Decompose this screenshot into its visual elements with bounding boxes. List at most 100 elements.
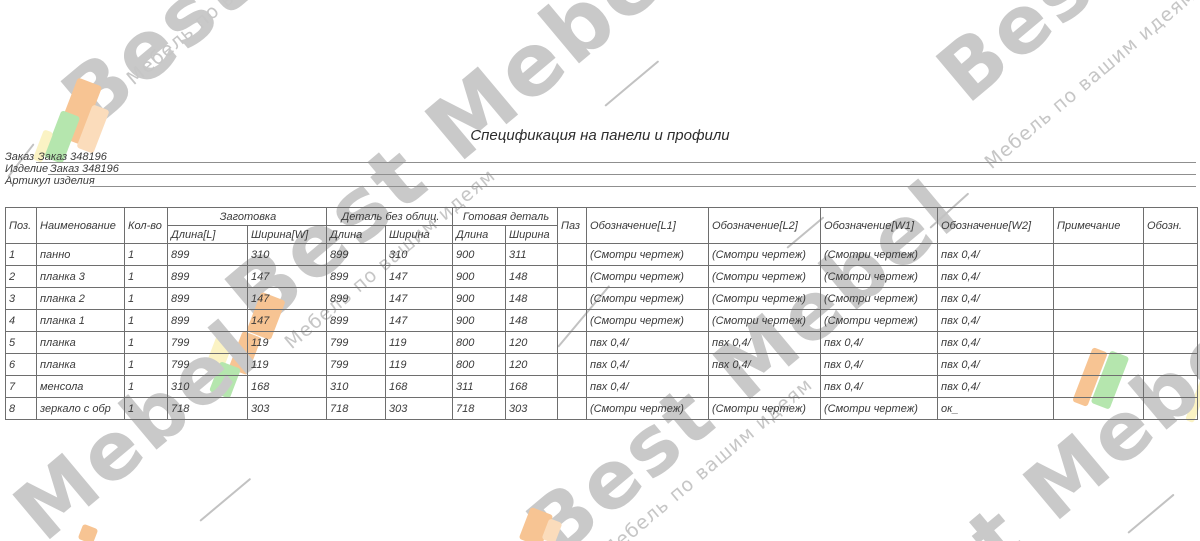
cell-obozn bbox=[1143, 397, 1199, 420]
cell-paz bbox=[557, 397, 588, 420]
cell-zag-len: 799 bbox=[167, 331, 248, 354]
header-det-len: Длина bbox=[326, 225, 386, 244]
cell-got-wid: 168 bbox=[504, 375, 559, 398]
article-label: Артикул изделия bbox=[5, 175, 95, 187]
cell-det-wid: 147 bbox=[385, 287, 453, 310]
header-name: Наименование bbox=[36, 207, 125, 244]
cell-pos: 2 bbox=[5, 265, 37, 288]
cell-obozn bbox=[1143, 243, 1199, 266]
cell-det-wid: 119 bbox=[385, 331, 453, 354]
cell-zag-wid: 168 bbox=[247, 375, 327, 398]
cell-zag-len: 799 bbox=[167, 353, 248, 376]
table-row: 8 зеркало с обр 1 718 303 718 303 718 303 (Смотри… bbox=[5, 397, 1199, 420]
cell-pos: 4 bbox=[5, 309, 37, 332]
cell-pos: 8 bbox=[5, 397, 37, 420]
cell-name: менсола bbox=[36, 375, 125, 398]
cell-w2: пвх 0,4/ bbox=[937, 331, 1055, 354]
cell-got-len: 718 bbox=[452, 397, 506, 420]
specification-table: Поз. Наименование Кол-во Заготовка Детал… bbox=[5, 207, 1199, 420]
header-got-len: Длина bbox=[452, 225, 506, 244]
order-value: Заказ 348196 bbox=[38, 151, 107, 163]
cell-w2: ок_ bbox=[937, 397, 1055, 420]
cell-got-len: 900 bbox=[452, 309, 506, 332]
header-got-wid: Ширина bbox=[504, 225, 559, 244]
cell-got-len: 311 bbox=[452, 375, 506, 398]
cell-w1: (Смотри чертеж) bbox=[820, 265, 939, 288]
cell-obozn bbox=[1143, 331, 1199, 354]
cell-l1: (Смотри чертеж) bbox=[586, 265, 710, 288]
cell-det-len: 310 bbox=[326, 375, 386, 398]
cell-w1: (Смотри чертеж) bbox=[820, 287, 939, 310]
cell-name: панно bbox=[36, 243, 125, 266]
cell-pos: 5 bbox=[5, 331, 37, 354]
cell-w2: пвх 0,4/ bbox=[937, 309, 1055, 332]
cell-name: планка 3 bbox=[36, 265, 125, 288]
cell-name: планка 1 bbox=[36, 309, 125, 332]
cell-zag-len: 718 bbox=[167, 397, 248, 420]
cell-paz bbox=[557, 243, 588, 266]
cell-got-wid: 148 bbox=[504, 309, 559, 332]
cell-l2: (Смотри чертеж) bbox=[708, 265, 822, 288]
cell-note bbox=[1053, 265, 1145, 288]
cell-w1: пвх 0,4/ bbox=[820, 353, 939, 376]
cell-zag-wid: 147 bbox=[247, 309, 327, 332]
form-underline bbox=[48, 174, 1196, 175]
header-w2: Обозначение[W2] bbox=[937, 207, 1055, 244]
header-w1: Обозначение[W1] bbox=[820, 207, 939, 244]
table-row: 3 планка 2 1 899 147 899 147 900 148 (Смотри черт… bbox=[5, 287, 1199, 310]
cell-zag-wid: 147 bbox=[247, 265, 327, 288]
form-underline bbox=[90, 186, 1196, 187]
cell-l2: (Смотри чертеж) bbox=[708, 309, 822, 332]
cell-det-wid: 303 bbox=[385, 397, 453, 420]
cell-paz bbox=[557, 287, 588, 310]
cell-got-len: 800 bbox=[452, 353, 506, 376]
header-paz: Паз bbox=[557, 207, 588, 244]
cell-det-len: 899 bbox=[326, 287, 386, 310]
cell-paz bbox=[557, 375, 588, 398]
header-zag-len: Длина[L] bbox=[167, 225, 248, 244]
cell-name: планка bbox=[36, 331, 125, 354]
cell-zag-len: 899 bbox=[167, 287, 248, 310]
header-l2: Обозначение[L2] bbox=[708, 207, 822, 244]
cell-l1: (Смотри чертеж) bbox=[586, 243, 710, 266]
cell-pos: 3 bbox=[5, 287, 37, 310]
cell-got-wid: 148 bbox=[504, 265, 559, 288]
cell-w2: пвх 0,4/ bbox=[937, 287, 1055, 310]
cell-l1: (Смотри чертеж) bbox=[586, 397, 710, 420]
cell-got-wid: 303 bbox=[504, 397, 559, 420]
cell-l2 bbox=[708, 375, 822, 398]
cell-qty: 1 bbox=[124, 287, 168, 310]
cell-w1: (Смотри чертеж) bbox=[820, 397, 939, 420]
cell-got-len: 800 bbox=[452, 331, 506, 354]
cell-obozn bbox=[1143, 265, 1199, 288]
cell-zag-wid: 303 bbox=[247, 397, 327, 420]
cell-l1: пвх 0,4/ bbox=[586, 353, 710, 376]
cell-note bbox=[1053, 353, 1145, 376]
cell-zag-wid: 147 bbox=[247, 287, 327, 310]
cell-det-len: 899 bbox=[326, 309, 386, 332]
cell-obozn bbox=[1143, 353, 1199, 376]
order-label: Заказ bbox=[5, 151, 35, 163]
cell-det-len: 799 bbox=[326, 353, 386, 376]
cell-pos: 6 bbox=[5, 353, 37, 376]
cell-qty: 1 bbox=[124, 397, 168, 420]
cell-qty: 1 bbox=[124, 265, 168, 288]
cell-qty: 1 bbox=[124, 243, 168, 266]
cell-l2: пвх 0,4/ bbox=[708, 331, 822, 354]
cell-zag-len: 899 bbox=[167, 309, 248, 332]
cell-paz bbox=[557, 331, 588, 354]
cell-l2: (Смотри чертеж) bbox=[708, 243, 822, 266]
cell-w2: пвх 0,4/ bbox=[937, 353, 1055, 376]
table-header: Поз. Наименование Кол-во Заготовка Детал… bbox=[5, 207, 1199, 244]
cell-l1: пвх 0,4/ bbox=[586, 375, 710, 398]
cell-zag-len: 899 bbox=[167, 243, 248, 266]
cell-paz bbox=[557, 265, 588, 288]
cell-w1: пвх 0,4/ bbox=[820, 331, 939, 354]
header-group-detail: Деталь без облиц. bbox=[326, 207, 453, 226]
cell-paz bbox=[557, 353, 588, 376]
header-zag-wid: Ширина[W] bbox=[247, 225, 327, 244]
cell-w1: пвх 0,4/ bbox=[820, 375, 939, 398]
cell-qty: 1 bbox=[124, 375, 168, 398]
